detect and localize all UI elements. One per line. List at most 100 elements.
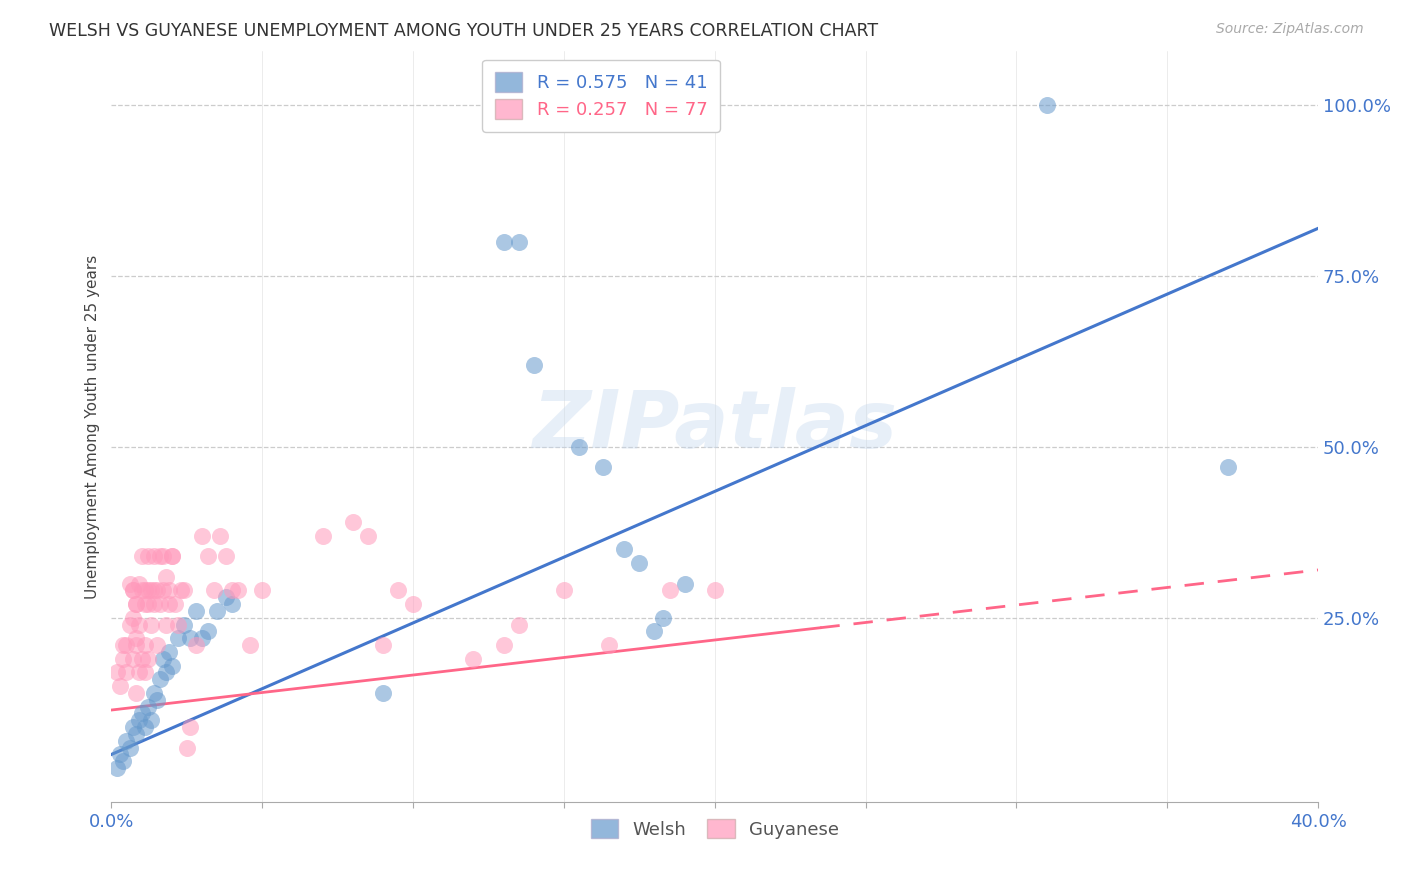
- Point: [1216, 460, 1239, 475]
- Point: [152, 652, 174, 666]
- Point: [205, 604, 228, 618]
- Point: [139, 713, 162, 727]
- Point: [252, 583, 274, 598]
- Point: [157, 597, 180, 611]
- Point: [115, 665, 138, 680]
- Point: [139, 617, 162, 632]
- Point: [342, 515, 364, 529]
- Point: [191, 529, 214, 543]
- Point: [179, 720, 201, 734]
- Point: [112, 652, 135, 666]
- Point: [463, 652, 485, 666]
- Point: [160, 549, 183, 564]
- Point: [107, 665, 129, 680]
- Point: [149, 673, 172, 687]
- Point: [118, 740, 141, 755]
- Legend: Welsh, Guyanese: Welsh, Guyanese: [583, 812, 846, 846]
- Point: [121, 611, 143, 625]
- Point: [208, 529, 231, 543]
- Point: [131, 583, 153, 598]
- Point: [568, 440, 591, 454]
- Point: [124, 597, 146, 611]
- Point: [134, 597, 156, 611]
- Point: [131, 549, 153, 564]
- Point: [121, 583, 143, 598]
- Point: [508, 235, 530, 249]
- Point: [124, 727, 146, 741]
- Point: [128, 617, 150, 632]
- Point: [112, 638, 135, 652]
- Point: [173, 617, 195, 632]
- Point: [131, 706, 153, 721]
- Point: [371, 686, 394, 700]
- Point: [112, 754, 135, 768]
- Point: [124, 597, 146, 611]
- Point: [402, 597, 425, 611]
- Y-axis label: Unemployment Among Youth under 25 years: Unemployment Among Youth under 25 years: [86, 254, 100, 599]
- Point: [652, 611, 675, 625]
- Point: [142, 597, 165, 611]
- Point: [145, 638, 167, 652]
- Point: [215, 549, 238, 564]
- Point: [166, 632, 188, 646]
- Point: [115, 733, 138, 747]
- Point: [239, 638, 262, 652]
- Point: [134, 665, 156, 680]
- Point: [149, 549, 172, 564]
- Point: [598, 638, 620, 652]
- Point: [121, 720, 143, 734]
- Point: [170, 583, 193, 598]
- Point: [592, 460, 614, 475]
- Point: [128, 713, 150, 727]
- Point: [215, 591, 238, 605]
- Point: [703, 583, 725, 598]
- Point: [179, 632, 201, 646]
- Point: [387, 583, 409, 598]
- Point: [128, 576, 150, 591]
- Point: [110, 747, 132, 762]
- Point: [124, 632, 146, 646]
- Point: [658, 583, 681, 598]
- Point: [136, 549, 159, 564]
- Point: [128, 665, 150, 680]
- Point: [118, 576, 141, 591]
- Point: [523, 358, 546, 372]
- Point: [124, 686, 146, 700]
- Point: [166, 617, 188, 632]
- Point: [142, 686, 165, 700]
- Point: [184, 604, 207, 618]
- Point: [136, 583, 159, 598]
- Point: [131, 652, 153, 666]
- Point: [134, 720, 156, 734]
- Point: [155, 570, 177, 584]
- Point: [121, 652, 143, 666]
- Point: [142, 583, 165, 598]
- Point: [221, 597, 243, 611]
- Point: [628, 556, 651, 570]
- Point: [139, 583, 162, 598]
- Point: [221, 583, 243, 598]
- Point: [157, 645, 180, 659]
- Point: [492, 638, 515, 652]
- Point: [160, 549, 183, 564]
- Point: [492, 235, 515, 249]
- Point: [145, 693, 167, 707]
- Point: [508, 617, 530, 632]
- Point: [357, 529, 380, 543]
- Point: [124, 638, 146, 652]
- Point: [134, 583, 156, 598]
- Point: [184, 638, 207, 652]
- Text: ZIPatlas: ZIPatlas: [533, 387, 897, 466]
- Point: [149, 597, 172, 611]
- Point: [136, 652, 159, 666]
- Point: [160, 658, 183, 673]
- Point: [311, 529, 333, 543]
- Point: [163, 597, 186, 611]
- Point: [134, 638, 156, 652]
- Point: [197, 624, 219, 639]
- Point: [643, 624, 665, 639]
- Point: [173, 583, 195, 598]
- Text: Source: ZipAtlas.com: Source: ZipAtlas.com: [1216, 22, 1364, 37]
- Point: [613, 542, 636, 557]
- Point: [1035, 98, 1057, 112]
